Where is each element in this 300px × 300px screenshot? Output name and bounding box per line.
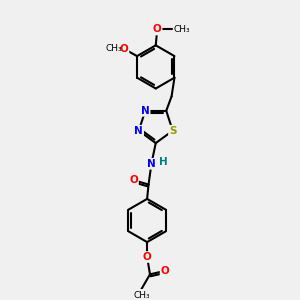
Text: O: O (129, 175, 138, 185)
Text: O: O (120, 44, 128, 54)
Text: N: N (147, 159, 156, 169)
Text: O: O (143, 252, 152, 262)
Text: S: S (169, 126, 176, 136)
Text: CH₃: CH₃ (173, 25, 190, 34)
Text: CH₃: CH₃ (133, 291, 150, 300)
Text: H: H (160, 157, 168, 167)
Text: N: N (134, 126, 143, 136)
Text: O: O (153, 25, 162, 34)
Text: N: N (141, 106, 150, 116)
Text: O: O (160, 266, 169, 276)
Text: CH₃: CH₃ (105, 44, 122, 53)
